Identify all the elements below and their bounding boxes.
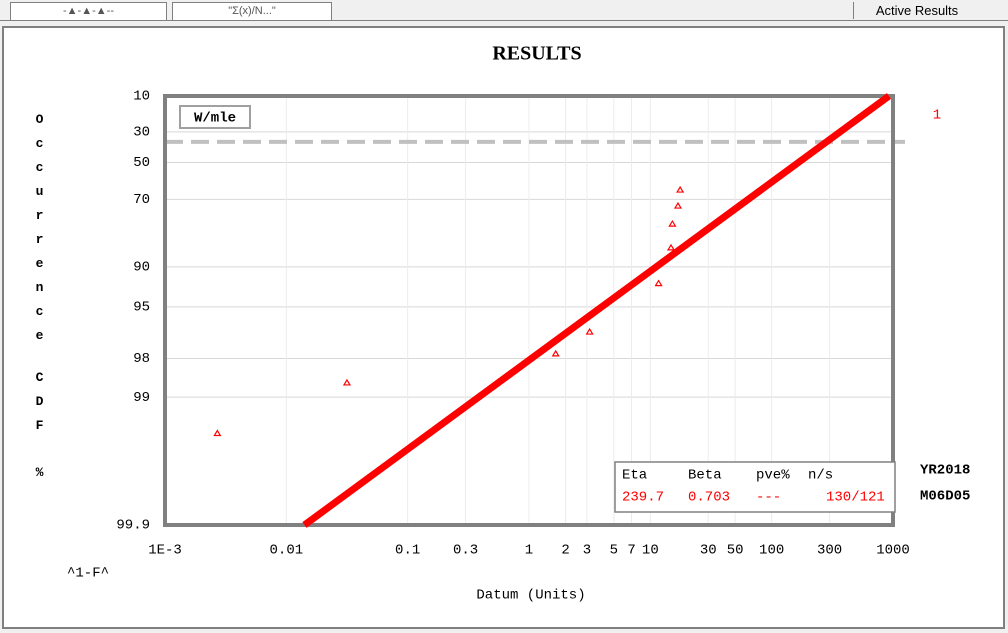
tab[interactable]: "Σ(x)/N..." (172, 2, 332, 20)
data-point (673, 201, 683, 209)
y-axis-bottom-label: ^1-F^ (67, 566, 109, 582)
legend-label: W/mle (194, 111, 236, 127)
table-value: 239.7 (622, 490, 664, 506)
results-table (614, 461, 896, 513)
data-point (585, 327, 594, 335)
x-tick-label: 300 (817, 543, 842, 559)
panel (2, 26, 1005, 629)
x-tick-label: 1E-3 (148, 543, 182, 559)
x-tick-label: 0.01 (270, 543, 304, 559)
fit-line (302, 93, 892, 528)
chart-title: RESULTS (492, 43, 581, 65)
table-header: n/s (808, 468, 833, 484)
data-point (654, 279, 663, 287)
data-point (668, 219, 677, 227)
y-axis-label: % (32, 465, 47, 489)
data-point (213, 429, 222, 437)
y-tick-label: 50 (133, 155, 150, 171)
data-point (342, 378, 352, 386)
date-label: M06D05 (920, 489, 970, 505)
data-point (666, 243, 676, 251)
y-tick-label: 95 (133, 300, 150, 316)
active-results-tab[interactable]: Active Results (853, 2, 980, 19)
data-point (676, 185, 685, 193)
tab-strip-line (0, 20, 1008, 21)
x-tick-label: 1000 (876, 543, 910, 559)
x-tick-label: 30 (700, 543, 717, 559)
y-tick-label: 99 (133, 390, 150, 406)
x-tick-label: 1 (525, 543, 533, 559)
x-tick-label: 0.1 (395, 543, 420, 559)
date-label: YR2018 (920, 463, 970, 479)
y-tick-label: 99.9 (116, 518, 150, 534)
x-axis-label: Datum (Units) (476, 588, 585, 604)
table-value: 130/121 (826, 490, 885, 506)
y-tick-label: 70 (133, 192, 150, 208)
plot-border (163, 94, 895, 527)
y-axis-label: CDF (32, 370, 47, 442)
x-tick-label: 7 (627, 543, 635, 559)
table-header: Eta (622, 468, 647, 484)
x-tick-label: 5 (610, 543, 618, 559)
table-value: --- (756, 490, 781, 506)
y-tick-label: 10 (133, 89, 150, 105)
tab[interactable]: -▲-▲-▲-- (10, 2, 167, 20)
x-tick-label: 50 (727, 543, 744, 559)
data-point (551, 349, 560, 357)
table-header: pve% (756, 468, 790, 484)
legend-box (179, 105, 251, 129)
x-tick-label: 3 (583, 543, 591, 559)
table-value: 0.703 (688, 490, 730, 506)
set-label: 1 (933, 108, 941, 124)
table-header: Beta (688, 468, 722, 484)
x-tick-label: 0.3 (453, 543, 478, 559)
y-axis-label: Occurrence (32, 112, 47, 352)
y-tick-label: 98 (133, 351, 150, 367)
x-tick-label: 10 (642, 543, 659, 559)
x-tick-label: 2 (561, 543, 569, 559)
y-tick-label: 90 (133, 260, 150, 276)
y-tick-label: 30 (133, 125, 150, 141)
x-tick-label: 100 (759, 543, 784, 559)
